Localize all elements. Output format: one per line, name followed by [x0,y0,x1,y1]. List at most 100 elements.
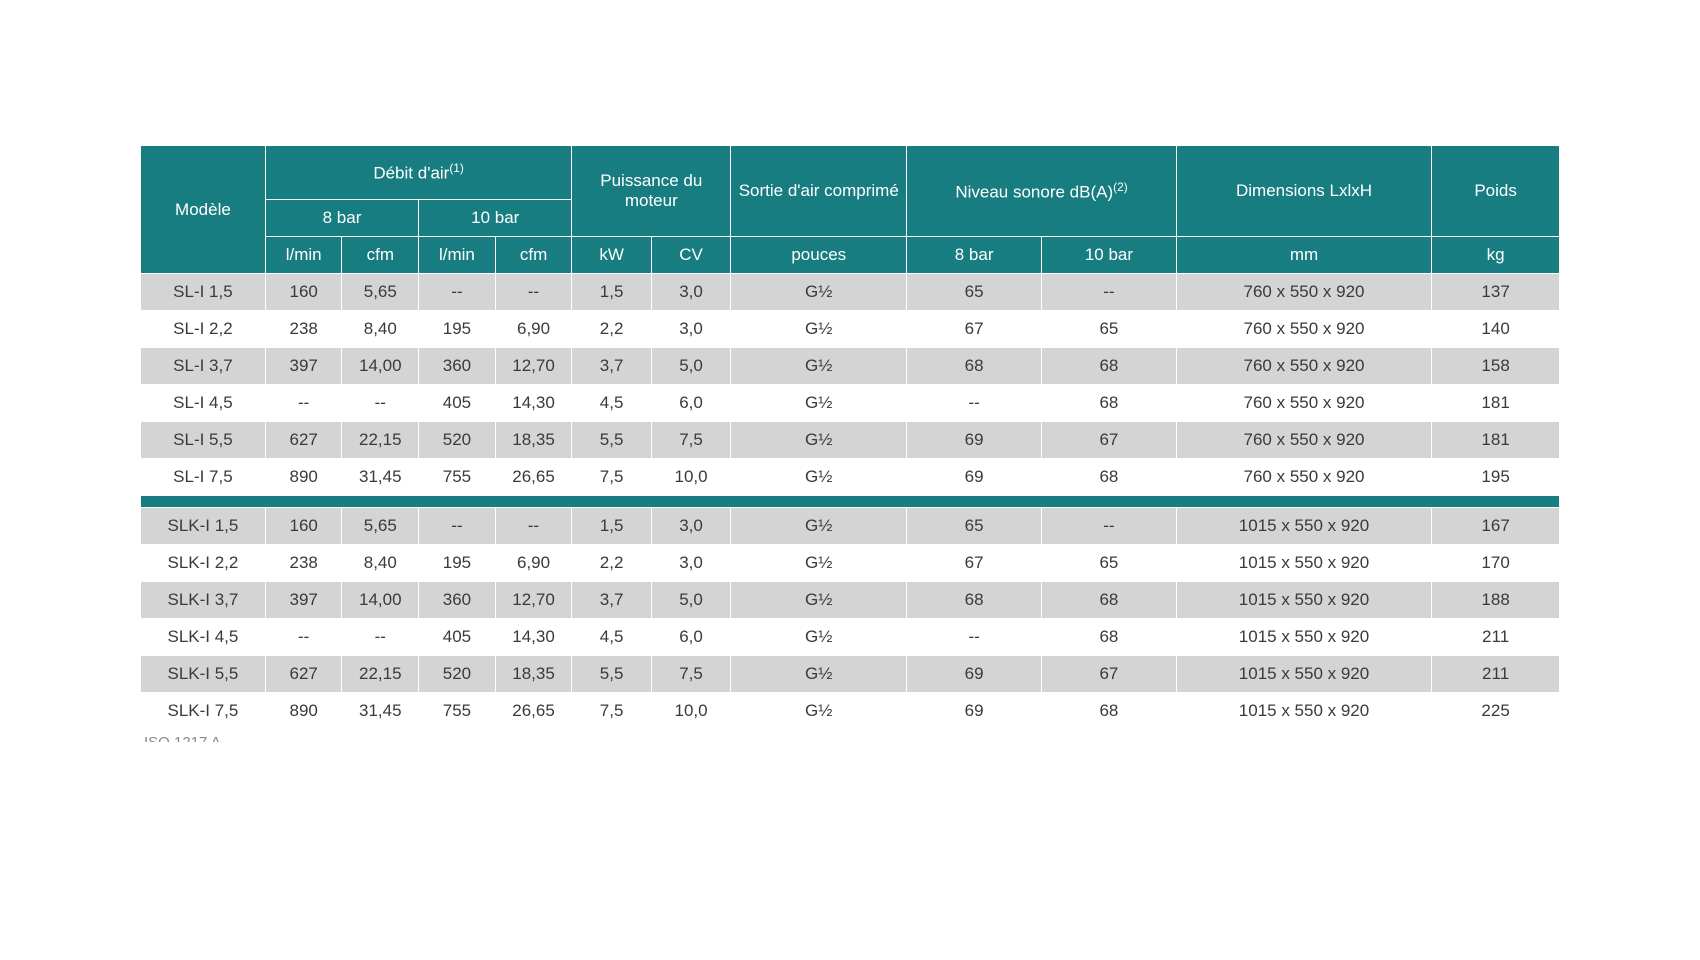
table-cell: -- [265,619,342,656]
table-cell: 397 [265,348,342,385]
table-cell: 890 [265,693,342,730]
table-cell: -- [265,385,342,422]
table-cell: 67 [907,311,1042,348]
col-airflow-sup: (1) [449,161,464,175]
table-cell: 760 x 550 x 920 [1176,422,1431,459]
table-cell: 68 [1042,619,1177,656]
table-cell: 167 [1432,508,1560,545]
table-cell: SL-I 5,5 [141,422,266,459]
table-cell: 67 [1042,422,1177,459]
table-cell: 68 [907,348,1042,385]
table-cell: SL-I 7,5 [141,459,266,496]
table-cell: 69 [907,656,1042,693]
unit-lmin-8: l/min [265,237,342,274]
table-cell: 69 [907,693,1042,730]
table-cell: 18,35 [495,422,572,459]
col-noise: Niveau sonore dB(A)(2) [907,146,1177,237]
table-cell: 1015 x 550 x 920 [1176,582,1431,619]
table-cell: 3,7 [572,348,651,385]
table-cell: 26,65 [495,459,572,496]
table-cell: 1015 x 550 x 920 [1176,693,1431,730]
table-cell: 238 [265,311,342,348]
table-cell: 14,00 [342,582,419,619]
col-airflow-10bar: 10 bar [419,200,572,237]
unit-cv: CV [651,237,730,274]
unit-noise-8: 8 bar [907,237,1042,274]
table-cell: 68 [1042,385,1177,422]
table-row: SL-I 5,562722,1552018,355,57,5G½6967760 … [141,422,1560,459]
table-cell: 755 [419,693,496,730]
table-cell: 4,5 [572,385,651,422]
col-weight: Poids [1432,146,1560,237]
table-cell: 238 [265,545,342,582]
table-cell: 760 x 550 x 920 [1176,274,1431,311]
table-cell: SLK-I 5,5 [141,656,266,693]
table-cell: 160 [265,508,342,545]
table-cell: G½ [731,385,907,422]
table-cell: 405 [419,385,496,422]
table-cell: 10,0 [651,693,730,730]
table-cell: 6,0 [651,385,730,422]
table-cell: 7,5 [572,693,651,730]
table-cell: G½ [731,545,907,582]
table-cell: 3,7 [572,582,651,619]
table-cell: -- [1042,508,1177,545]
table-cell: 14,30 [495,619,572,656]
header-row-3: l/min cfm l/min cfm kW CV pouces 8 bar 1… [141,237,1560,274]
table-cell: 225 [1432,693,1560,730]
unit-mm: mm [1176,237,1431,274]
table-cell: 760 x 550 x 920 [1176,385,1431,422]
table-cell: SLK-I 2,2 [141,545,266,582]
table-cell: 5,5 [572,656,651,693]
table-row: SL-I 3,739714,0036012,703,75,0G½6868760 … [141,348,1560,385]
table-cell: 627 [265,422,342,459]
table-cell: 158 [1432,348,1560,385]
table-cell: 211 [1432,619,1560,656]
table-cell: SLK-I 1,5 [141,508,266,545]
table-cell: 181 [1432,422,1560,459]
table-cell: 2,2 [572,311,651,348]
table-cell: 195 [419,545,496,582]
table-cell: 6,0 [651,619,730,656]
table-cell: 1015 x 550 x 920 [1176,619,1431,656]
unit-kw: kW [572,237,651,274]
unit-lmin-10: l/min [419,237,496,274]
table-cell: 4,5 [572,619,651,656]
footnote-partial: ISO 1217 A [140,730,1560,742]
table-cell: 181 [1432,385,1560,422]
table-cell: 3,0 [651,545,730,582]
table-cell: -- [907,619,1042,656]
col-airflow-8bar: 8 bar [265,200,418,237]
table-cell: 18,35 [495,656,572,693]
table-cell: 520 [419,656,496,693]
table-cell: 68 [1042,693,1177,730]
table-cell: 627 [265,656,342,693]
table-row: SLK-I 1,51605,65----1,53,0G½65--1015 x 5… [141,508,1560,545]
table-cell: G½ [731,422,907,459]
table-cell: 1,5 [572,274,651,311]
table-cell: 3,0 [651,508,730,545]
table-cell: 12,70 [495,348,572,385]
table-cell: -- [342,619,419,656]
table-cell: 890 [265,459,342,496]
table-cell: 1,5 [572,508,651,545]
table-cell: 360 [419,582,496,619]
table-cell: 160 [265,274,342,311]
table-cell: 68 [907,582,1042,619]
table-cell: 170 [1432,545,1560,582]
table-cell: 195 [1432,459,1560,496]
table-cell: G½ [731,693,907,730]
unit-cfm-8: cfm [342,237,419,274]
table-cell: 68 [1042,459,1177,496]
table-cell: -- [342,385,419,422]
table-row: SLK-I 2,22388,401956,902,23,0G½67651015 … [141,545,1560,582]
unit-inches: pouces [731,237,907,274]
table-cell: 1015 x 550 x 920 [1176,656,1431,693]
table-cell: 69 [907,459,1042,496]
table-row: SL-I 4,5----40514,304,56,0G½--68760 x 55… [141,385,1560,422]
table-cell: 8,40 [342,545,419,582]
col-power: Puissance du moteur [572,146,731,237]
col-model: Modèle [141,146,266,274]
table-cell: G½ [731,582,907,619]
table-cell: 65 [1042,311,1177,348]
